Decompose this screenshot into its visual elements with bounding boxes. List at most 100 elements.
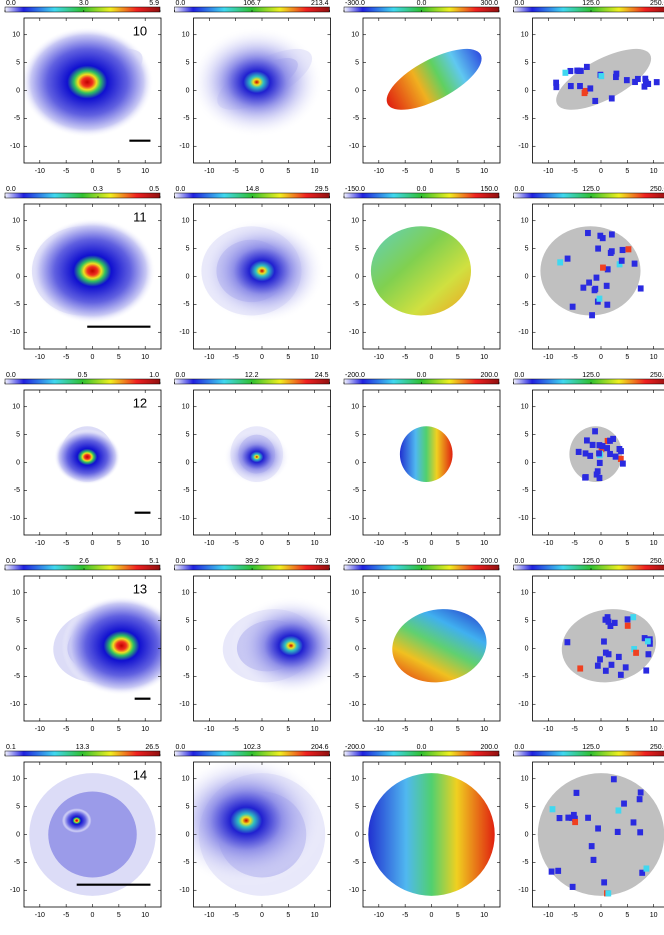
y-tick-label: -10 <box>349 143 359 150</box>
map <box>400 426 453 482</box>
panel-label: 14 <box>133 767 147 782</box>
map-pixel <box>609 662 615 668</box>
map-pixel <box>568 83 574 89</box>
x-tick-label: 0 <box>599 540 603 547</box>
map <box>224 426 290 484</box>
map-pixel <box>596 450 602 456</box>
map <box>368 773 494 896</box>
map-pixel <box>567 68 573 74</box>
y-tick-label: -10 <box>179 329 189 336</box>
colorbar <box>175 379 330 384</box>
x-tick-label: 0 <box>260 726 264 733</box>
y-tick-label: 0 <box>186 831 190 838</box>
x-tick-label: 5 <box>117 354 121 361</box>
colorbar-tick-label: 0.3 <box>93 186 103 193</box>
map <box>548 37 660 122</box>
x-tick-label: -5 <box>572 726 578 733</box>
colorbar-tick-label: 0.0 <box>417 0 427 7</box>
y-tick-label: -5 <box>353 859 359 866</box>
x-tick-label: 10 <box>311 168 319 175</box>
x-tick-label: 0 <box>430 726 434 733</box>
colorbar-tick-label: 0.5 <box>78 372 88 379</box>
y-tick-label: -10 <box>349 329 359 336</box>
y-tick-label: -10 <box>179 701 189 708</box>
colorbar-tick-label: 1.0 <box>149 372 159 379</box>
map-pixel <box>637 796 643 802</box>
y-tick-label: 10 <box>12 404 20 411</box>
colorbar-tick-label: 0.0 <box>176 558 186 565</box>
y-tick-label: -5 <box>183 859 189 866</box>
colorbar <box>5 7 160 12</box>
colorbar-tick-label: 5.9 <box>149 0 159 7</box>
y-tick-label: -5 <box>183 487 189 494</box>
x-tick-label: -5 <box>233 540 239 547</box>
colorbar-tick-label: 13.3 <box>76 744 90 751</box>
x-tick-label: -5 <box>63 354 69 361</box>
map-pixel <box>592 287 598 293</box>
y-tick-label: 5 <box>525 245 529 252</box>
map-pixel <box>646 651 652 657</box>
y-tick-label: 10 <box>12 590 20 597</box>
y-tick-label: -10 <box>10 143 20 150</box>
y-tick-label: -5 <box>522 673 528 680</box>
x-tick-label: 0 <box>430 540 434 547</box>
map-pixel <box>604 283 610 289</box>
x-tick-label: 10 <box>141 168 149 175</box>
x-tick-label: 10 <box>480 540 488 547</box>
map-pixel <box>597 296 603 302</box>
colorbar-tick-label: -150.0 <box>345 186 365 193</box>
map-region <box>378 37 490 122</box>
y-tick-label: 10 <box>182 404 190 411</box>
map-pixel <box>614 71 620 77</box>
y-tick-label: 0 <box>525 645 529 652</box>
colorbar-tick-label: 78.3 <box>315 558 329 565</box>
x-tick-label: 5 <box>625 726 629 733</box>
map-pixel <box>589 312 595 318</box>
colorbar-tick-label: 0.0 <box>6 558 16 565</box>
map-pixel <box>557 259 563 265</box>
map-pixel <box>604 302 610 308</box>
y-tick-label: -5 <box>522 487 528 494</box>
map-pixel <box>583 474 589 480</box>
x-tick-label: 0 <box>91 540 95 547</box>
x-tick-label: -10 <box>35 168 45 175</box>
colorbar-tick-label: 0.0 <box>417 558 427 565</box>
colorbar-tick-label: 250.0 <box>650 372 664 379</box>
map-region <box>540 226 640 315</box>
y-tick-label: 0 <box>525 87 529 94</box>
x-tick-label: -10 <box>374 168 384 175</box>
map-pixel <box>585 230 591 236</box>
y-tick-label: -10 <box>518 701 528 708</box>
map-pixel <box>632 79 638 85</box>
colorbar-tick-label: 125.0 <box>582 744 600 751</box>
x-tick-label: -5 <box>63 726 69 733</box>
x-tick-label: -5 <box>572 354 578 361</box>
x-tick-label: -5 <box>233 726 239 733</box>
hot-spot <box>29 218 155 323</box>
map-pixel <box>618 448 624 454</box>
x-tick-label: 0 <box>91 354 95 361</box>
x-tick-label: -5 <box>402 726 408 733</box>
map-pixel <box>644 81 650 87</box>
y-tick-label: 5 <box>186 59 190 66</box>
y-tick-label: 0 <box>355 831 359 838</box>
map-pixel <box>601 879 607 885</box>
colorbar-tick-label: 0.0 <box>515 372 525 379</box>
map-pixel <box>643 667 649 673</box>
y-tick-label: -5 <box>353 301 359 308</box>
x-tick-label: -5 <box>402 354 408 361</box>
y-tick-label: -5 <box>522 859 528 866</box>
colorbar-tick-label: 250.0 <box>650 186 664 193</box>
x-tick-label: -5 <box>402 540 408 547</box>
map-pixel <box>625 616 631 622</box>
